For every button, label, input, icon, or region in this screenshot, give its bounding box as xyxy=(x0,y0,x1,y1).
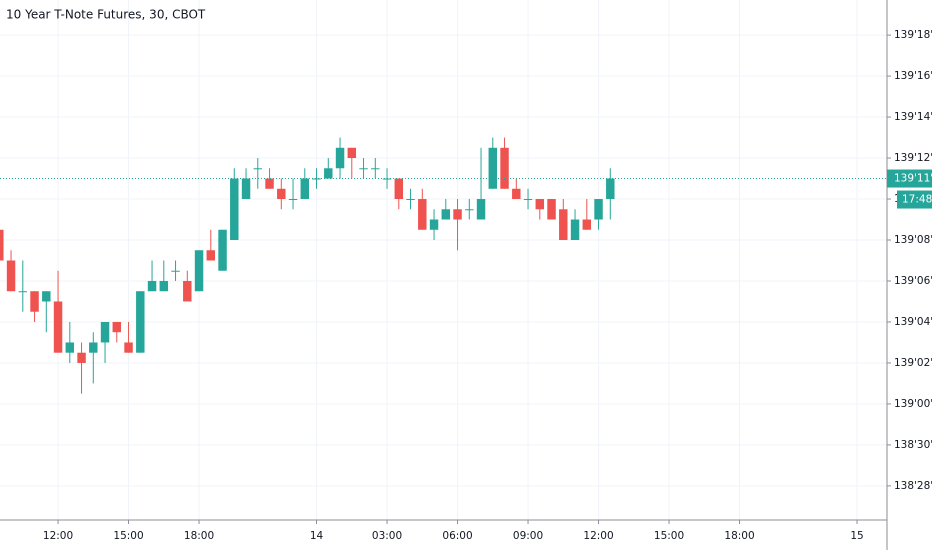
candles xyxy=(0,137,887,394)
x-tick-label: 12:00 xyxy=(583,530,613,542)
candle-body xyxy=(324,168,333,179)
x-tick-label: 03:00 xyxy=(372,530,402,542)
candle-body xyxy=(136,291,145,353)
last-price-label: 139'11'0 xyxy=(894,173,932,185)
candle-body xyxy=(124,342,133,353)
candle-body xyxy=(241,178,251,200)
x-tick-label: 18:00 xyxy=(184,530,214,542)
candle-body xyxy=(512,188,521,200)
candle-body xyxy=(523,199,533,201)
candle-body xyxy=(159,280,169,292)
x-tick-label: 14 xyxy=(310,530,324,542)
x-tick-label: 12:00 xyxy=(43,530,73,542)
y-tick-label: 139'04'0 xyxy=(894,316,932,328)
candle-body xyxy=(371,168,380,170)
time-axis xyxy=(0,520,887,550)
candle-body xyxy=(53,301,63,353)
candle-body xyxy=(218,229,227,271)
candle-body xyxy=(6,260,16,292)
candle-body xyxy=(265,178,274,189)
price-axis xyxy=(887,0,932,550)
candle-body xyxy=(465,209,474,211)
candle-body xyxy=(594,199,603,220)
candle-body xyxy=(559,209,568,240)
candle-body xyxy=(89,342,98,353)
y-tick-label: 139'02'0 xyxy=(894,357,932,369)
x-tick-label: 15 xyxy=(850,530,863,542)
countdown-box xyxy=(897,190,932,209)
candle-body xyxy=(347,147,357,159)
grid xyxy=(0,0,887,520)
y-tick-label: 139'16'0 xyxy=(894,70,932,82)
y-tick-label: 139'08'0 xyxy=(894,234,932,246)
candle-body xyxy=(441,209,451,220)
y-tick-label: 139'12'0 xyxy=(894,152,932,164)
candle-body xyxy=(606,178,615,200)
axes: 139'18'0139'16'0139'14'0139'12'0139'10'0… xyxy=(43,29,932,542)
candle-body xyxy=(418,199,427,230)
candle-body xyxy=(112,321,122,333)
y-tick-label: 139'14'0 xyxy=(894,111,932,123)
candle-body xyxy=(429,219,439,230)
candle-body xyxy=(277,188,286,200)
candle-body xyxy=(312,178,321,180)
candle-body xyxy=(42,291,51,302)
x-tick-label: 15:00 xyxy=(654,530,684,542)
y-tick-label: 139'00'0 xyxy=(894,398,932,410)
candle-body xyxy=(65,342,75,353)
candle-body xyxy=(171,270,180,272)
y-tick-label: 139'06'0 xyxy=(894,275,932,287)
last-price-box xyxy=(887,169,932,188)
candle-body xyxy=(0,229,4,261)
x-tick-label: 18:00 xyxy=(724,530,754,542)
candle-body xyxy=(194,250,204,292)
candle-body xyxy=(147,280,157,292)
candle-body xyxy=(582,219,592,230)
x-tick-label: 15:00 xyxy=(113,530,143,542)
candle-body xyxy=(183,280,192,302)
x-tick-label: 09:00 xyxy=(513,530,543,542)
candle-body xyxy=(535,199,545,210)
y-tick-label: 138'30'0 xyxy=(894,439,932,451)
candle-body xyxy=(488,147,498,189)
candle-body xyxy=(547,199,556,220)
candle-body xyxy=(394,178,404,200)
y-tick-label: 138'28'0 xyxy=(894,480,932,492)
candle-body xyxy=(570,219,580,240)
candle-body xyxy=(476,199,486,220)
candle-body xyxy=(206,250,216,261)
candle-body xyxy=(406,199,415,201)
candle-body xyxy=(100,321,110,343)
candle-body xyxy=(453,209,462,220)
y-tick-label: 139'18'0 xyxy=(894,29,932,41)
candle-body xyxy=(288,199,298,201)
candle-body xyxy=(77,352,86,363)
candle-body xyxy=(230,178,239,240)
candle-body xyxy=(30,291,39,312)
candle-body xyxy=(253,168,263,170)
candle-body xyxy=(359,168,368,170)
countdown-label: 17:48 xyxy=(902,194,932,206)
chart-title: 10 Year T-Note Futures, 30, CBOT xyxy=(6,8,206,22)
candle-body xyxy=(18,291,28,293)
candle-body xyxy=(335,147,345,169)
candle-body xyxy=(300,178,310,200)
x-tick-label: 06:00 xyxy=(442,530,472,542)
candle-body xyxy=(500,147,509,189)
